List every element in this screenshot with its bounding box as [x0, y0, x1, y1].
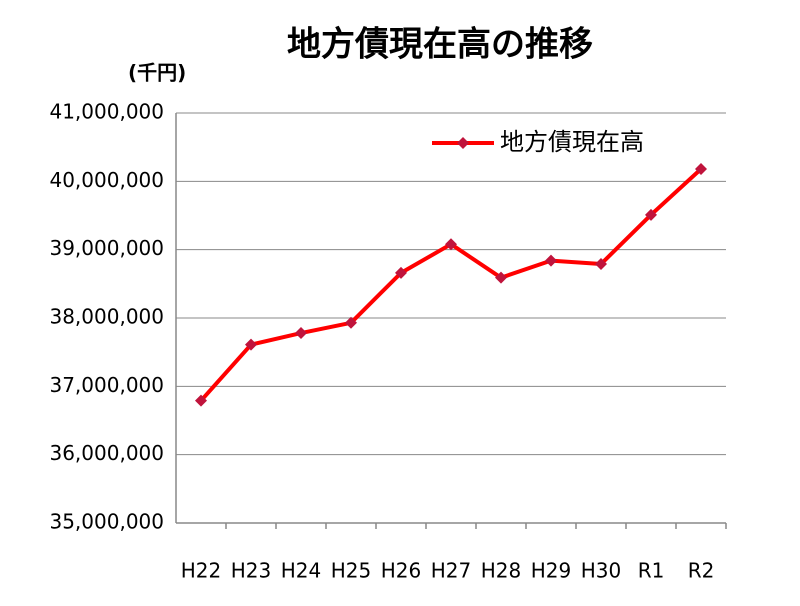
series-line: [199, 167, 703, 403]
y-tick-label: 40,000,000: [49, 168, 164, 192]
y-tick-label: 41,000,000: [49, 100, 164, 124]
unit-label: (千円): [128, 61, 186, 85]
x-tick-label: H27: [431, 559, 472, 583]
data-point: [245, 338, 257, 351]
y-tick-label: 35,000,000: [49, 510, 164, 534]
x-tick-label: H26: [381, 559, 422, 583]
legend-label: 地方債現在高: [500, 128, 644, 156]
data-point: [545, 254, 557, 267]
y-tick-label: 37,000,000: [49, 373, 164, 397]
x-tick-label: H29: [531, 559, 572, 583]
x-tick-label: H23: [231, 559, 272, 583]
legend-marker: [457, 137, 469, 149]
x-tick-label: H22: [181, 559, 222, 583]
y-tick-label: 39,000,000: [49, 236, 164, 260]
data-point: [695, 163, 707, 176]
x-tick-label: R2: [688, 559, 715, 583]
x-tick-label: H28: [481, 559, 522, 583]
y-tick-label: 36,000,000: [49, 441, 164, 465]
x-tick-label: H25: [331, 559, 372, 583]
x-tick-label: H24: [281, 559, 322, 583]
data-point: [445, 238, 457, 251]
x-tick-label: R1: [638, 559, 665, 583]
data-point: [645, 208, 657, 221]
y-tick-label: 38,000,000: [49, 305, 164, 329]
data-point: [295, 327, 307, 340]
data-point: [195, 394, 207, 407]
x-tick-label: H30: [581, 559, 622, 583]
chart-title: 地方債現在高の推移: [287, 25, 593, 65]
data-point: [595, 258, 607, 271]
data-point: [395, 266, 407, 279]
data-point: [345, 316, 357, 329]
data-point: [495, 271, 507, 284]
